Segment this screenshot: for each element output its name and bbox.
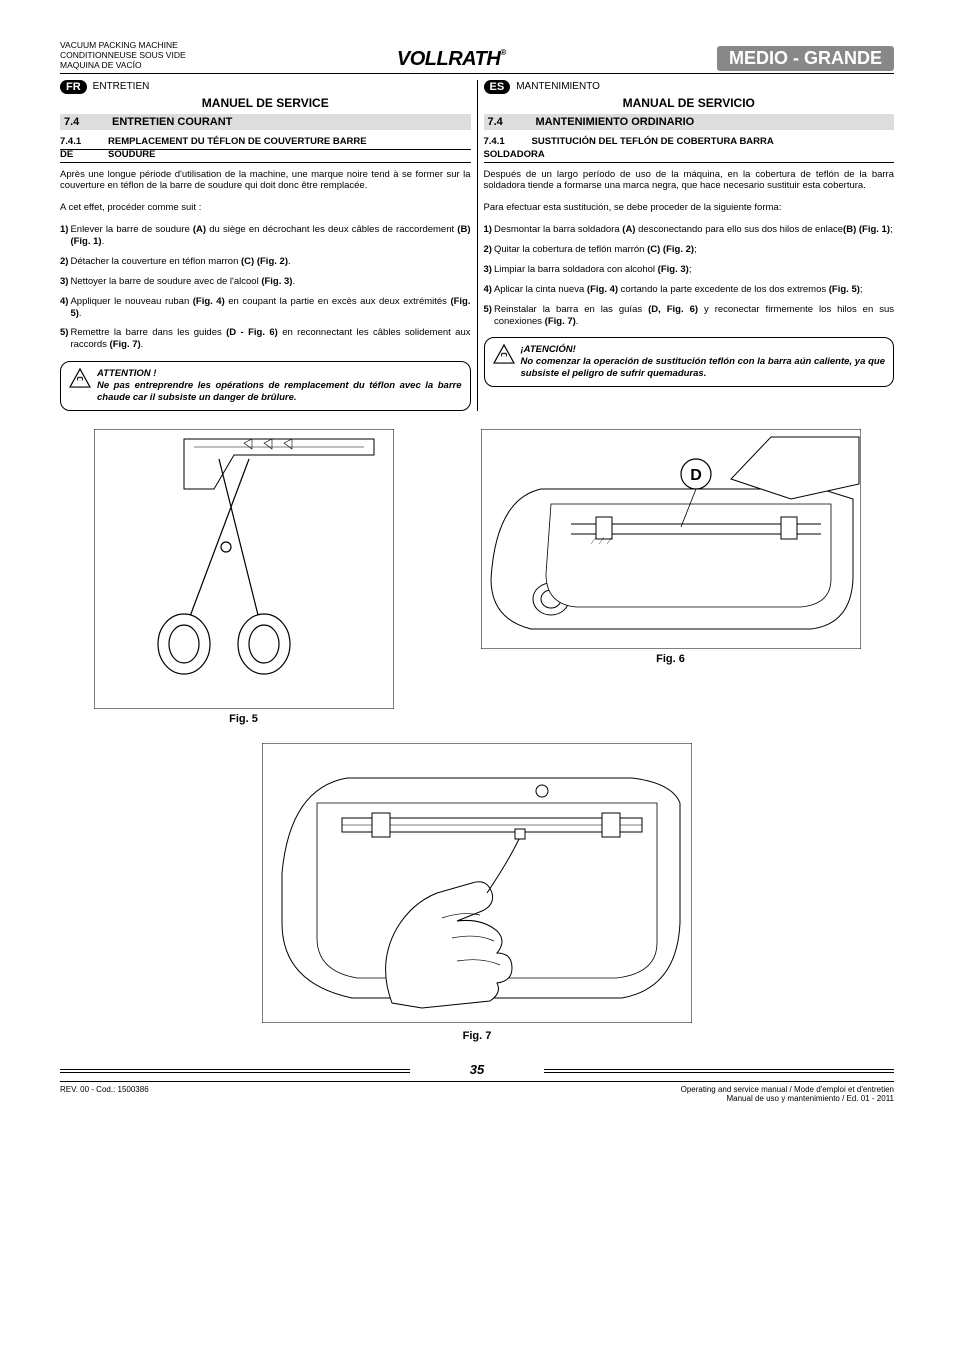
subsection-fr: 7.4.1 REMPLACEMENT DU TÉFLON DE COUVERTU… — [60, 136, 471, 150]
subsection-num: 7.4.1 — [60, 136, 108, 147]
section-num: 7.4 — [488, 116, 536, 128]
section-bar-fr: 7.4 ENTRETIEN COURANT — [60, 114, 471, 130]
fig5-illustration — [94, 429, 394, 709]
sub-line1: REMPLACEMENT DU TÉFLON DE COUVERTURE BAR… — [108, 136, 367, 147]
warning-text: ¡ATENCIÓN! No comenzar la operación de s… — [521, 344, 886, 380]
fig5-caption: Fig. 5 — [94, 713, 394, 725]
fig7-illustration — [262, 743, 692, 1023]
step-fr-3: 3)Nettoyer la barre de soudure avec de l… — [60, 276, 471, 288]
footer-right-1: Operating and service manual / Mode d'em… — [681, 1085, 894, 1094]
model-badge: MEDIO - GRANDE — [717, 46, 894, 71]
page-footer: REV. 00 - Cod.: 1500386 Operating and se… — [60, 1081, 894, 1103]
figure-5: Fig. 5 — [94, 429, 394, 725]
step-text: Reinstalar la barra en las guías (D, Fig… — [494, 304, 894, 328]
warn-title: ATTENTION ! — [97, 368, 156, 379]
warn-body: Ne pas entreprendre les opérations de re… — [97, 380, 462, 403]
warning-fr: ATTENTION ! Ne pas entreprendre les opér… — [60, 361, 471, 411]
fig6-caption: Fig. 6 — [481, 653, 861, 665]
section-title: ENTRETIEN COURANT — [112, 116, 232, 128]
footer-right-2: Manual de uso y mantenimiento / Ed. 01 -… — [681, 1094, 894, 1103]
lead-es: Para efectuar esta sustitución, se debe … — [484, 202, 895, 214]
page-number: 35 — [60, 1062, 894, 1077]
lang-label-es: MANTENIMIENTO — [516, 81, 600, 92]
figures-row-top: Fig. 5 D Fig. 6 — [60, 429, 894, 725]
section-bar-es: 7.4 MANTENIMIENTO ORDINARIO — [484, 114, 895, 130]
step-text: Détacher la couverture en téflon marron … — [70, 256, 470, 268]
lang-badge-es: ES — [484, 80, 511, 94]
sub-line2: SOUDURE — [108, 149, 156, 160]
registered-mark: ® — [500, 48, 505, 57]
lang-row-fr: FR ENTRETIEN — [60, 80, 471, 94]
step-text: Nettoyer la barre de soudure avec de l'a… — [70, 276, 470, 288]
page-header: VACUUM PACKING MACHINE CONDITIONNEUSE SO… — [60, 40, 894, 74]
figure-6: D Fig. 6 — [481, 429, 861, 725]
lead-fr: A cet effet, procéder comme suit : — [60, 202, 471, 214]
manual-title-fr: MANUEL DE SERVICE — [60, 96, 471, 110]
step-fr-5: 5)Remettre la barre dans les guides (D -… — [60, 327, 471, 351]
sub-line2: SOLDADORA — [484, 149, 545, 160]
subsection-fr-line2: DE SOUDURE — [60, 149, 471, 163]
warn-title: ¡ATENCIÓN! — [521, 344, 576, 355]
step-text: Quitar la cobertura de teflón marrón (C)… — [494, 244, 894, 256]
column-fr: FR ENTRETIEN MANUEL DE SERVICE 7.4 ENTRE… — [60, 80, 478, 411]
subsection-num: 7.4.1 — [484, 136, 532, 147]
step-es-3: 3)Limpiar la barra soldadora con alcohol… — [484, 264, 895, 276]
section-num: 7.4 — [64, 116, 112, 128]
fig6-label-d: D — [690, 467, 702, 484]
subsection-es: 7.4.1 SUSTITUCIÓN DEL TEFLÓN DE COBERTUR… — [484, 136, 895, 149]
sub-prefix: DE — [60, 149, 108, 160]
warning-icon — [493, 344, 515, 380]
step-text: Appliquer le nouveau ruban (Fig. 4) en c… — [70, 296, 470, 320]
step-text: Limpiar la barra soldadora con alcohol (… — [494, 264, 894, 276]
warn-body: No comenzar la operación de sustitución … — [521, 356, 886, 379]
header-line: VACUUM PACKING MACHINE — [60, 40, 186, 50]
step-fr-1: 1)Enlever la barre de soudure (A) du siè… — [60, 224, 471, 248]
step-es-5: 5)Reinstalar la barra en las guías (D, F… — [484, 304, 895, 328]
lang-label-fr: ENTRETIEN — [93, 81, 150, 92]
header-line: CONDITIONNEUSE SOUS VIDE — [60, 50, 186, 60]
intro-fr: Après une longue période d'utilisation d… — [60, 169, 471, 193]
section-title: MANTENIMIENTO ORDINARIO — [536, 116, 695, 128]
lang-row-es: ES MANTENIMIENTO — [484, 80, 895, 94]
footer-left: REV. 00 - Cod.: 1500386 — [60, 1085, 149, 1103]
warning-icon — [69, 368, 91, 404]
figure-7: Fig. 7 — [60, 743, 894, 1042]
step-es-2: 2)Quitar la cobertura de teflón marrón (… — [484, 244, 895, 256]
brand-text: VOLLRATH — [397, 48, 500, 70]
fig6-illustration: D — [481, 429, 861, 649]
footer-right: Operating and service manual / Mode d'em… — [681, 1085, 894, 1103]
sub-line1: SUSTITUCIÓN DEL TEFLÓN DE COBERTURA BARR… — [532, 136, 774, 147]
manual-title-es: MANUAL DE SERVICIO — [484, 96, 895, 110]
lang-badge-fr: FR — [60, 80, 87, 94]
content-columns: FR ENTRETIEN MANUEL DE SERVICE 7.4 ENTRE… — [60, 80, 894, 411]
step-text: Desmontar la barra soldadora (A) descone… — [494, 224, 894, 236]
step-es-4: 4)Aplicar la cinta nueva (Fig. 4) cortan… — [484, 284, 895, 296]
column-es: ES MANTENIMIENTO MANUAL DE SERVICIO 7.4 … — [478, 80, 895, 411]
step-fr-2: 2)Détacher la couverture en téflon marro… — [60, 256, 471, 268]
warning-text: ATTENTION ! Ne pas entreprendre les opér… — [97, 368, 462, 404]
header-product-lines: VACUUM PACKING MACHINE CONDITIONNEUSE SO… — [60, 40, 186, 71]
subsection-title: REMPLACEMENT DU TÉFLON DE COUVERTURE BAR… — [108, 136, 367, 147]
fig7-caption: Fig. 7 — [60, 1030, 894, 1042]
step-fr-4: 4)Appliquer le nouveau ruban (Fig. 4) en… — [60, 296, 471, 320]
brand-logo: VOLLRATH® — [397, 48, 506, 71]
step-es-1: 1)Desmontar la barra soldadora (A) desco… — [484, 224, 895, 236]
subsection-es-line2: SOLDADORA — [484, 149, 895, 163]
step-text: Remettre la barre dans les guides (D - F… — [70, 327, 470, 351]
intro-es: Después de un largo período de uso de la… — [484, 169, 895, 193]
step-text: Enlever la barre de soudure (A) du siège… — [70, 224, 470, 248]
step-text: Aplicar la cinta nueva (Fig. 4) cortando… — [494, 284, 894, 296]
warning-es: ¡ATENCIÓN! No comenzar la operación de s… — [484, 337, 895, 387]
header-line: MAQUINA DE VACÍO — [60, 60, 186, 70]
